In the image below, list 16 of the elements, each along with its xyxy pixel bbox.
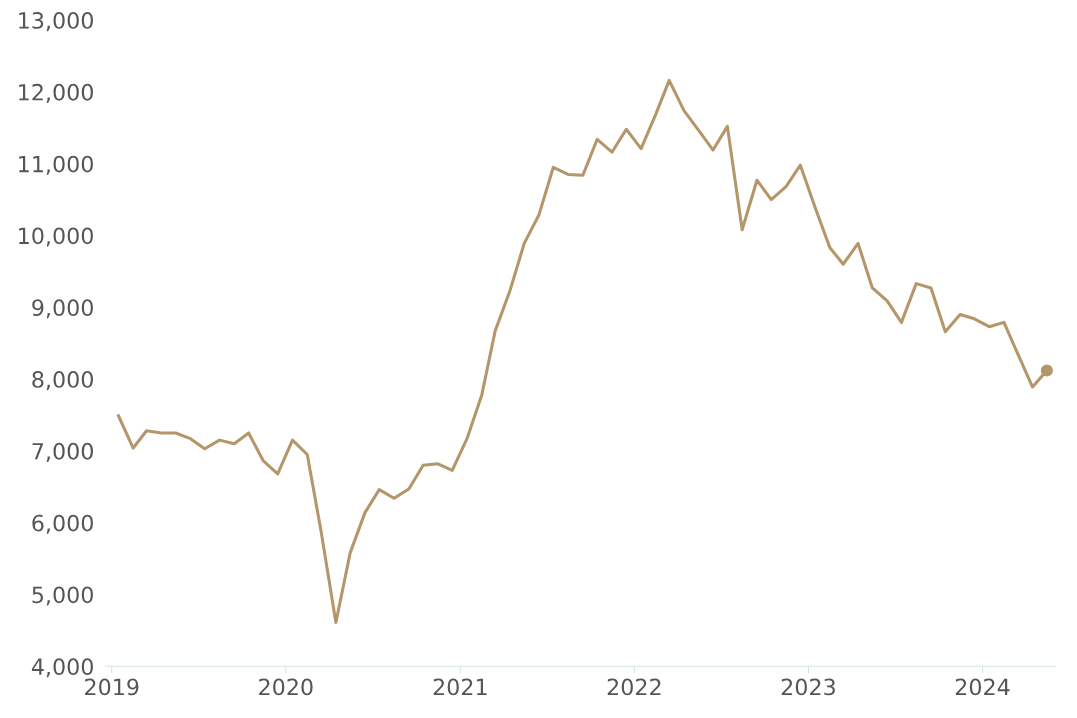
x-tick-label: 2020 xyxy=(259,678,313,696)
y-tick-label: 4,000 xyxy=(31,658,93,678)
y-tick-label: 10,000 xyxy=(19,227,93,247)
y-tick-label: 12,000 xyxy=(19,83,93,103)
y-tick-label: 13,000 xyxy=(19,12,93,32)
y-tick-label: 5,000 xyxy=(32,586,93,606)
x-tick-label: 2024 xyxy=(955,678,1010,696)
y-tick-label: 6,000 xyxy=(32,514,93,534)
x-tick-label: 2021 xyxy=(433,678,487,696)
x-tick-label: 2023 xyxy=(781,678,835,696)
y-tick-label: 11,000 xyxy=(19,155,93,175)
x-tick-label: 2019 xyxy=(85,678,139,696)
y-tick-label: 9,000 xyxy=(32,299,93,319)
y-tick-label: 7,000 xyxy=(32,442,93,462)
y-tick-label: 8,000 xyxy=(32,371,93,391)
x-tick-label: 2022 xyxy=(607,678,661,696)
